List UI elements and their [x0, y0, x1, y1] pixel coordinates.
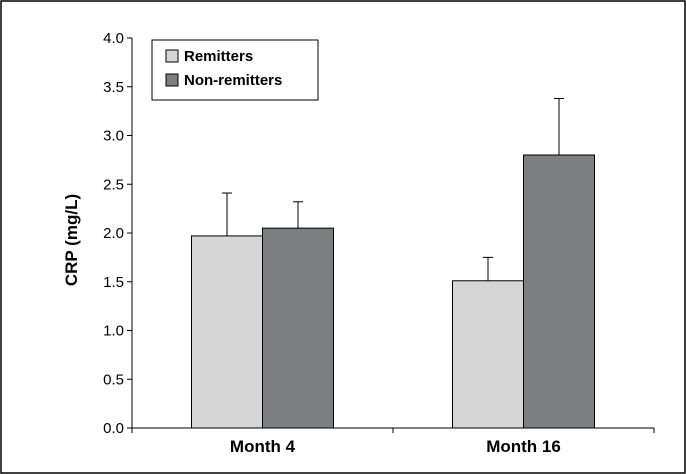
- y-tick-label: 2.5: [103, 176, 124, 193]
- y-tick-label: 4.0: [103, 30, 124, 47]
- bar: [262, 227, 334, 429]
- x-category-label: Month 4: [230, 437, 296, 456]
- y-axis-title: CRP (mg/L): [62, 194, 81, 286]
- y-tick-labels: 0.0 0.5 1.0 1.5 2.0 2.5 3.0 3.5 4.0: [103, 30, 124, 437]
- legend-label: Non-remitters: [184, 72, 282, 89]
- legend-swatch: [165, 49, 179, 63]
- bar: [191, 235, 263, 429]
- y-tick-label: 3.0: [103, 128, 124, 145]
- x-category-label: Month 16: [486, 437, 561, 456]
- bar: [523, 154, 595, 429]
- y-tick-label: 1.5: [103, 274, 124, 291]
- bar: [452, 280, 524, 429]
- legend: Remitters Non-remitters: [151, 39, 319, 101]
- axes-layer: [127, 37, 655, 433]
- y-tick-label: 1.0: [103, 323, 124, 340]
- legend-box: [151, 39, 319, 101]
- legend-swatch: [165, 73, 179, 87]
- y-tick-label: 3.5: [103, 79, 124, 96]
- error-bars-layer: [222, 97, 564, 281]
- x-category-labels: Month 4 Month 16: [230, 437, 561, 456]
- legend-label: Remitters: [184, 48, 253, 65]
- y-tick-label: 0.0: [103, 420, 124, 437]
- y-tick-label: 2.0: [103, 225, 124, 242]
- y-tick-label: 0.5: [103, 371, 124, 388]
